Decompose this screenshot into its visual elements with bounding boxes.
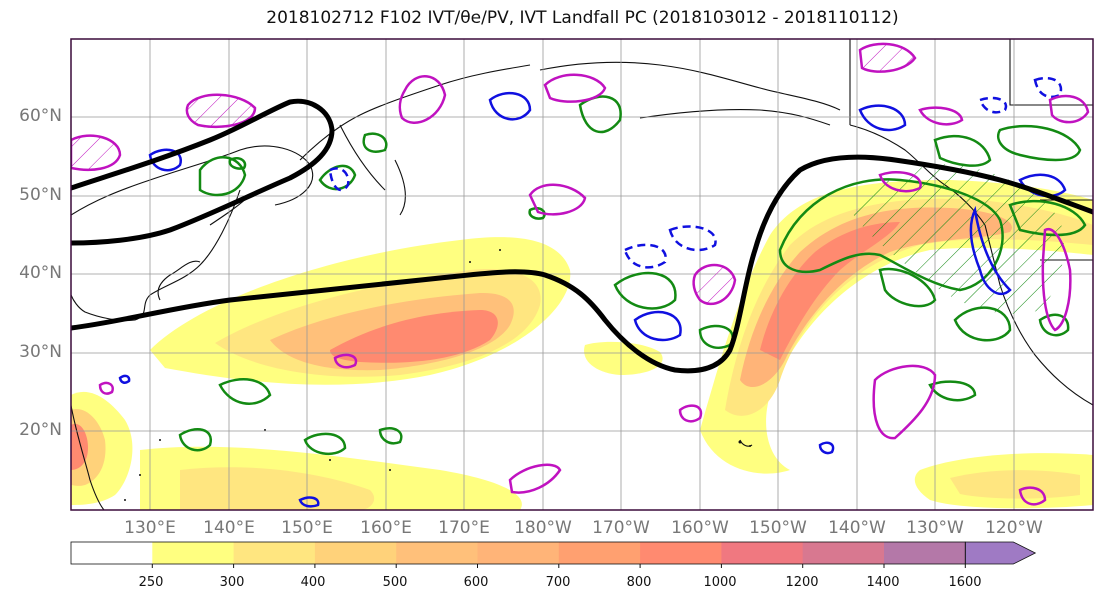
lon-label-170e: 170°E — [438, 518, 490, 538]
colorbar-tick-1600: 1600 — [948, 575, 982, 590]
colorbar-swatch — [396, 542, 478, 564]
lon-label-170w: 170°W — [592, 518, 650, 538]
lon-label-120w: 120°W — [985, 518, 1043, 538]
lon-label-140e: 140°E — [203, 518, 255, 538]
lat-label-20n: 20°N — [19, 420, 62, 440]
lon-label-160e: 160°E — [360, 518, 412, 538]
colorbar-tick-400: 400 — [300, 575, 326, 590]
map-area — [71, 39, 1093, 510]
theta-e-contours — [71, 98, 1093, 374]
colorbar-swatch — [152, 542, 235, 564]
colorbar-swatch — [314, 542, 397, 564]
lon-label-130e: 130°E — [124, 518, 176, 538]
colorbar-tick-1400: 1400 — [866, 575, 900, 590]
lon-label-180w: 180°W — [514, 518, 572, 538]
blue-dashed-contours — [328, 76, 1063, 269]
islands — [124, 249, 751, 501]
lon-label-160w: 160°W — [671, 518, 729, 538]
colorbar — [70, 541, 1037, 568]
colorbar-tick-1000: 1000 — [703, 575, 737, 590]
colorbar-tick-300: 300 — [219, 575, 245, 590]
map-frame — [70, 38, 1094, 511]
colorbar-tick-500: 500 — [382, 575, 408, 590]
colorbar-swatch — [558, 542, 641, 564]
magenta-contours — [71, 42, 1090, 506]
lon-label-150e: 150°E — [281, 518, 333, 538]
colorbar-tick-600: 600 — [463, 575, 489, 590]
lat-label-60n: 60°N — [19, 106, 62, 126]
lat-label-50n: 50°N — [19, 185, 62, 205]
lat-label-30n: 30°N — [19, 342, 62, 362]
lon-label-140w: 140°W — [828, 518, 886, 538]
colorbar-tick-250: 250 — [138, 575, 164, 590]
colorbar-swatch — [477, 542, 560, 564]
colorbar-tick-700: 700 — [545, 575, 571, 590]
colorbar-swatch — [884, 542, 966, 564]
colorbar-swatch — [71, 542, 153, 564]
lat-label-40n: 40°N — [19, 263, 62, 283]
landfall-hatch-green — [850, 164, 1064, 314]
colorbar-swatch — [721, 542, 804, 564]
map-title: 2018102712 F102 IVT/θe/PV, IVT Landfall … — [266, 8, 899, 28]
colorbar-frame — [70, 541, 966, 565]
colorbar-tick-800: 800 — [626, 575, 652, 590]
colorbar-swatch — [640, 542, 722, 564]
colorbar-swatch — [233, 542, 316, 564]
lon-label-130w: 130°W — [906, 518, 964, 538]
colorbar-swatch — [802, 542, 885, 564]
colorbar-tick-1200: 1200 — [785, 575, 819, 590]
colorbar-extend-arrow — [964, 541, 1037, 565]
blue-contours — [118, 91, 1067, 508]
lon-label-150w: 150°W — [749, 518, 807, 538]
